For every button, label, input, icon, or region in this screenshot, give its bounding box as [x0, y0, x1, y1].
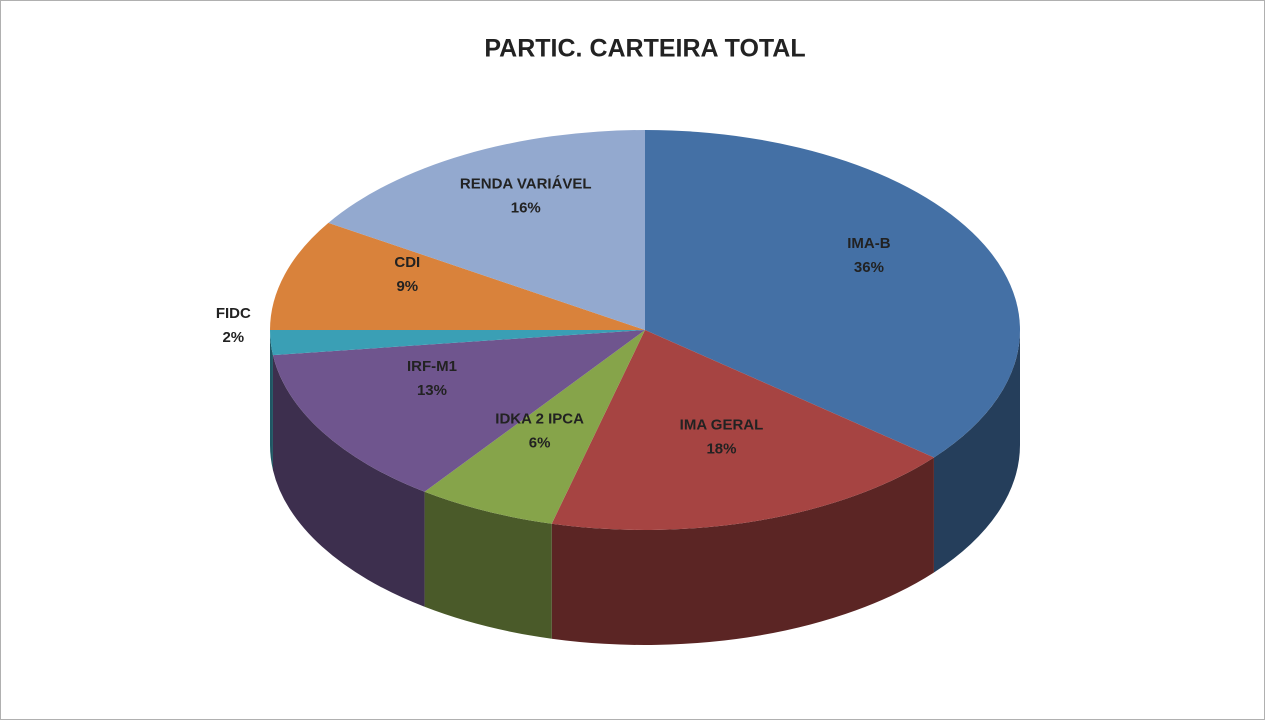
slice-value: 18% — [706, 441, 736, 458]
slice-label: RENDA VARIÁVEL — [460, 175, 592, 192]
pie-side — [424, 491, 552, 639]
pie-slice — [645, 130, 1020, 458]
slice-value: 2% — [222, 329, 244, 346]
pie-slice — [328, 130, 645, 330]
slice-label: IRF-M1 — [407, 358, 457, 375]
pie-side — [270, 330, 273, 471]
chart-title: PARTIC. CARTEIRA TOTAL — [484, 35, 805, 63]
pie-slice — [270, 330, 645, 356]
slice-value: 16% — [511, 199, 541, 216]
pie-slice — [270, 222, 645, 330]
pie-side — [551, 457, 934, 645]
slice-label: IDKA 2 IPCA — [495, 410, 584, 427]
slice-label: IMA GERAL — [680, 417, 764, 434]
pie-slice — [272, 330, 645, 492]
slice-value: 36% — [854, 259, 884, 276]
slice-value: 9% — [396, 278, 418, 295]
slice-value: 6% — [529, 434, 551, 451]
pie-slice — [424, 330, 645, 524]
slice-value: 13% — [417, 382, 447, 399]
pie-side — [272, 355, 425, 607]
slice-label: FIDC — [216, 305, 251, 322]
slice-label: CDI — [394, 254, 420, 271]
pie-side — [933, 330, 1020, 573]
slice-label: IMA-B — [847, 235, 890, 252]
pie-slice — [551, 330, 934, 530]
